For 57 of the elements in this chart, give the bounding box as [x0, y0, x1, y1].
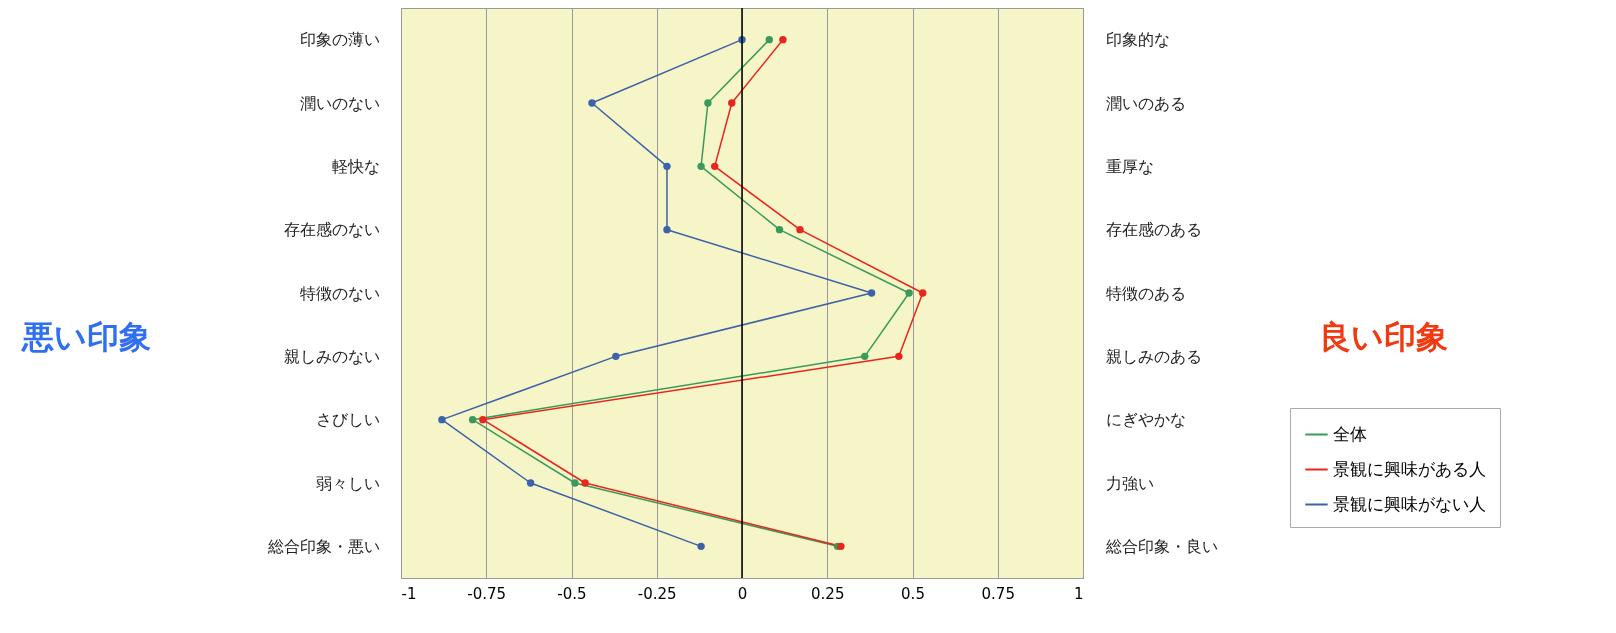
y-tick-label: 潤いのない	[299, 93, 380, 113]
x-tick-label: -0.5	[557, 584, 587, 603]
x-tick-label: -0.25	[637, 584, 677, 603]
point	[728, 99, 736, 107]
y-tick-label: 印象の薄い	[299, 30, 380, 50]
point	[697, 162, 705, 171]
point	[867, 289, 876, 297]
legend-label: 景観に興味がない人	[1333, 493, 1486, 514]
point	[526, 479, 535, 487]
point	[663, 162, 671, 171]
point	[711, 162, 719, 171]
point	[765, 35, 773, 44]
legend-label: 全体	[1333, 423, 1367, 444]
x-tick-label: 0.5	[901, 584, 925, 603]
text: 良い印象	[1318, 318, 1448, 356]
point	[775, 225, 784, 234]
text: 悪い印象	[20, 318, 151, 356]
y2-tick-label: 特徴のある	[1105, 283, 1186, 303]
point	[571, 479, 579, 487]
y-tick-label: 存在感のない	[283, 220, 380, 240]
y-tick-label: 軽快な	[331, 156, 380, 176]
y-tick-label: 弱々しい	[315, 473, 380, 493]
point	[861, 352, 869, 361]
point	[697, 542, 705, 551]
y2-tick-label: 重厚な	[1105, 156, 1154, 176]
y2-tick-label: 力強い	[1105, 473, 1154, 493]
x-tick-label: 0.25	[811, 584, 845, 603]
point	[588, 99, 596, 107]
y-tick-label: 特徴のない	[299, 283, 380, 303]
y-tick-label: 総合印象・悪い	[266, 536, 380, 556]
point	[663, 225, 671, 234]
point	[581, 479, 589, 487]
legend-label: 景観に興味がある人	[1333, 458, 1486, 479]
point	[895, 352, 903, 361]
y2-tick-label: 潤いのある	[1105, 93, 1186, 113]
x-tick-label: -0.75	[467, 584, 507, 603]
y2-tick-label: 親しみのある	[1105, 346, 1202, 366]
y-tick-label: 親しみのない	[283, 346, 380, 366]
point	[479, 415, 487, 424]
point	[837, 542, 845, 551]
point	[919, 289, 927, 297]
point	[438, 415, 446, 424]
x-tick-label: 1	[1073, 584, 1084, 603]
point	[468, 415, 477, 424]
y2-tick-label: 印象的な	[1105, 30, 1170, 50]
y-tick-label: さびしい	[315, 410, 380, 430]
y2-tick-label: 存在感のある	[1105, 220, 1202, 240]
point	[779, 35, 787, 44]
y2-tick-label: にぎやかな	[1105, 410, 1186, 430]
point	[704, 99, 712, 107]
point	[905, 289, 913, 297]
y2-tick-label: 総合印象・良い	[1104, 536, 1218, 556]
point	[796, 225, 804, 234]
x-tick-label: -1	[401, 584, 417, 603]
point	[612, 352, 620, 361]
x-tick-label: 0	[737, 584, 748, 603]
x-tick-label: 0.75	[981, 584, 1015, 603]
